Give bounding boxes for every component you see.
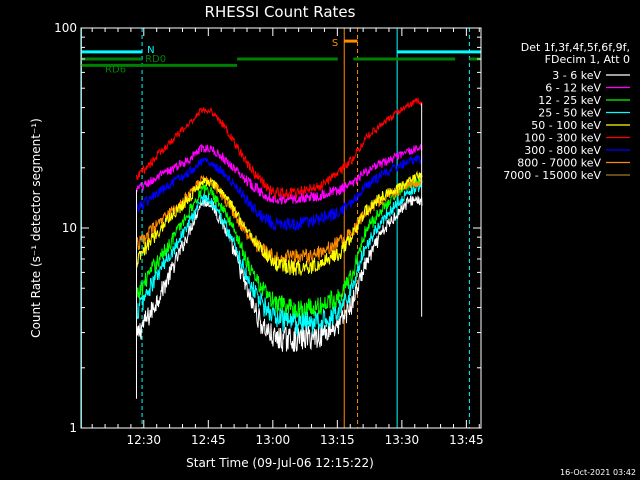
y-tick-label-0: 1: [69, 421, 77, 435]
state-bar-label-s: S: [332, 38, 338, 49]
series-line-2: [136, 177, 423, 322]
state-bar-label-rd6: RD6: [105, 64, 126, 75]
state-bar-label-n: N: [147, 45, 154, 56]
x-tick-label-3: 13:15: [320, 433, 355, 447]
x-axis-label: Start Time (09-Jul-06 12:15:22): [186, 456, 374, 470]
legend-label-5: 100 - 300 keV: [524, 132, 601, 145]
legend-label-7: 800 - 7000 keV: [517, 157, 601, 170]
state-bar-label-rd0: RD0: [145, 54, 166, 65]
series-line-5: [136, 97, 423, 199]
series-line-3: [136, 182, 423, 336]
series-lines: [136, 97, 423, 353]
y-axis-label: Count Rate (s⁻¹ detector segment⁻¹): [29, 118, 43, 338]
series-line-0: [136, 195, 423, 353]
x-tick-label-4: 13:30: [385, 433, 420, 447]
y-tick-label-1: 10: [62, 221, 77, 235]
legend-label-0: 3 - 6 keV: [552, 69, 601, 82]
legend-label-6: 300 - 800 keV: [524, 144, 601, 157]
legend-label-4: 50 - 100 keV: [531, 119, 601, 132]
legend-label-8: 7000 - 15000 keV: [503, 169, 601, 182]
x-tick-label-5: 13:45: [449, 433, 484, 447]
legend-header-line-1: Det 1f,3f,4f,5f,6f,9f,: [521, 41, 630, 54]
legend-label-3: 25 - 50 keV: [538, 107, 601, 120]
series-line-1: [136, 143, 423, 205]
legend-label-2: 12 - 25 keV: [538, 94, 601, 107]
x-tick-label-0: 12:30: [126, 433, 161, 447]
series-line-6: [136, 154, 423, 232]
timestamp: 16-Oct-2021 03:42: [560, 468, 636, 477]
x-tick-label-1: 12:45: [191, 433, 226, 447]
edge-spikes: [135, 103, 423, 399]
legend-header-line-2: FDecim 1, Att 0: [545, 53, 630, 66]
series-line-4: [136, 170, 423, 276]
y-tick-label-2: 100: [54, 21, 77, 35]
chart-title: RHESSI Count Rates: [205, 3, 356, 21]
legend-label-1: 6 - 12 keV: [545, 82, 601, 95]
legend: Det 1f,3f,4f,5f,6f,9f, FDecim 1, Att 0 3…: [503, 41, 630, 182]
x-tick-label-2: 13:00: [256, 433, 291, 447]
axes: 12:30 12:45 13:00 13:15 13:30 13:45 1 10 100: [54, 21, 484, 447]
